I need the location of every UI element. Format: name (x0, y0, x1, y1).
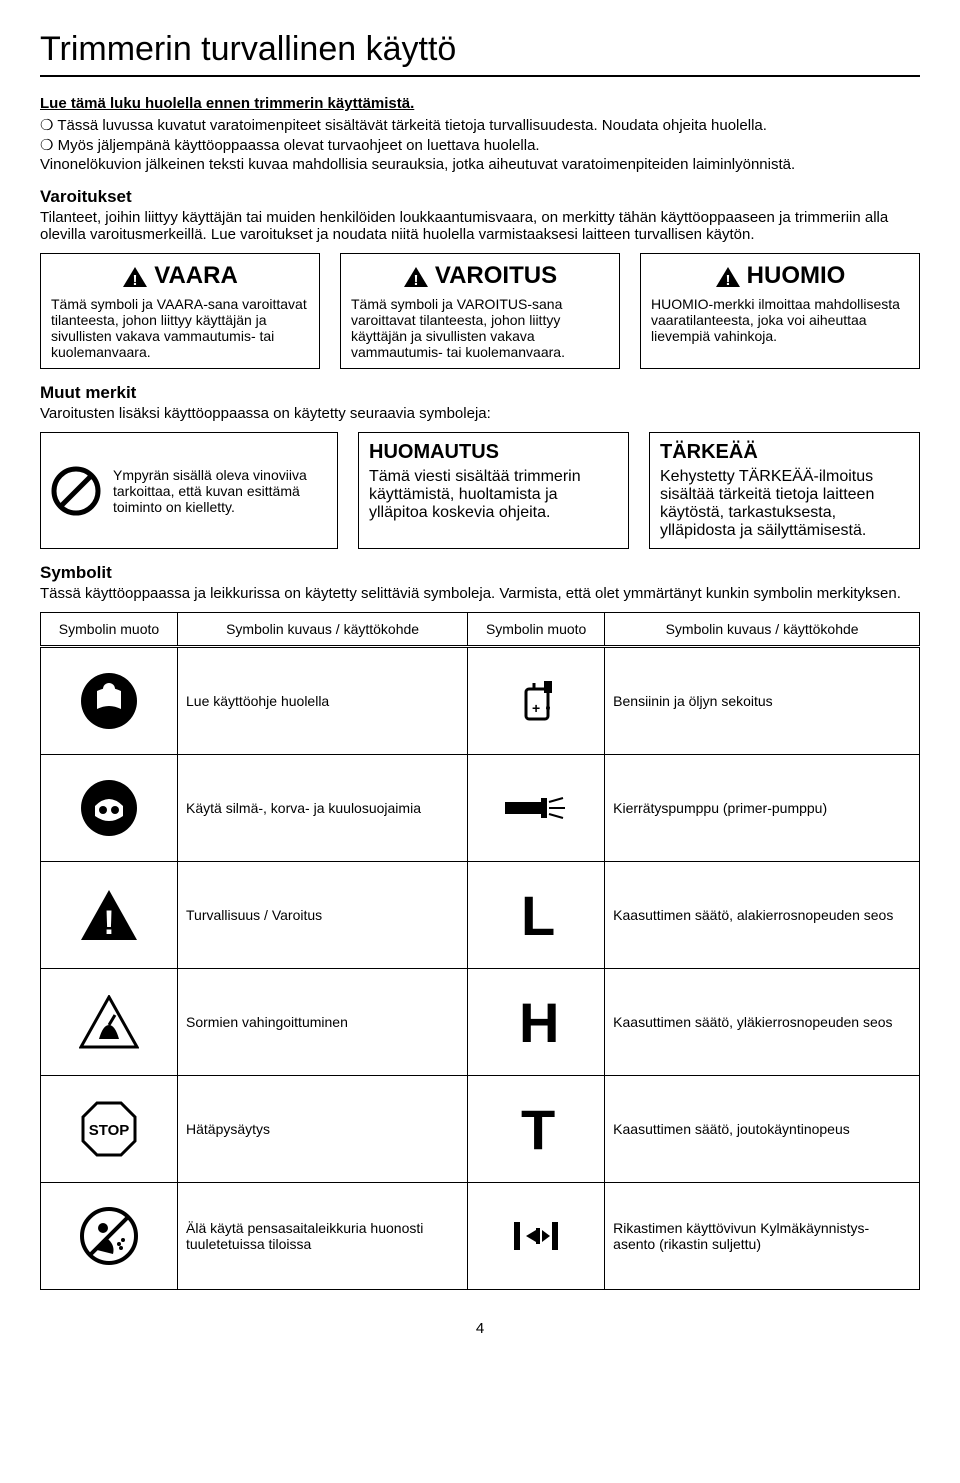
table-cell: Hätäpysäytys (178, 1076, 468, 1183)
col-desc-2: Symbolin kuvaus / käyttökohde (605, 613, 920, 647)
varoitukset-body: Tilanteet, joihin liittyy käyttäjän tai … (40, 209, 920, 243)
table-cell: Kaasuttimen säätö, alakierrosnopeuden se… (605, 862, 920, 969)
svg-text:+: + (532, 700, 540, 716)
table-cell: Sormien vahingoittuminen (178, 969, 468, 1076)
table-row: Sormien vahingoittuminen H Kaasuttimen s… (41, 969, 920, 1076)
warnbox-vaara: ! VAARA Tämä symboli ja VAARA-sana varoi… (40, 253, 320, 369)
letter-l-icon: L (468, 862, 605, 969)
tarkeaa-head: TÄRKEÄÄ (660, 441, 909, 464)
svg-text:L: L (521, 885, 555, 945)
table-cell: Älä käytä pensasaitaleikkuria huonosti t… (178, 1183, 468, 1290)
muut-sub: Varoitusten lisäksi käyttöoppaassa on kä… (40, 405, 920, 422)
warning-triangle-icon: ! (403, 266, 429, 288)
col-shape-1: Symbolin muoto (41, 613, 178, 647)
primer-pump-icon (468, 755, 605, 862)
table-cell: Kaasuttimen säätö, yläkierrosnopeuden se… (605, 969, 920, 1076)
table-cell: Rikastimen käyttövivun Kylmäkäynnistys-a… (605, 1183, 920, 1290)
huomautus-box: HUOMAUTUS Tämä viesti sisältää trimmerin… (358, 432, 629, 549)
table-cell: Bensiinin ja öljyn sekoitus (605, 647, 920, 755)
symbols-table: Symbolin muoto Symbolin kuvaus / käyttök… (40, 612, 920, 1290)
svg-text:!: ! (413, 272, 418, 288)
tarkeaa-box: TÄRKEÄÄ Kehystetty TÄRKEÄÄ-ilmoitus sisä… (649, 432, 920, 549)
warnbox-vaara-body: Tämä symboli ja VAARA-sana varoittavat t… (51, 296, 309, 360)
safety-warning-icon: ! (41, 862, 178, 969)
svg-text:H: H (519, 992, 559, 1052)
warnbox-huomio: ! HUOMIO HUOMIO-merkki ilmoittaa mahdoll… (640, 253, 920, 369)
intro-bullet-1: Tässä luvussa kuvatut varatoimenpiteet s… (40, 116, 920, 134)
svg-text:!: ! (725, 272, 730, 288)
svg-text:STOP: STOP (89, 1122, 130, 1139)
warning-triangle-icon: ! (122, 266, 148, 288)
table-row: Lue käyttöohje huolella + Bensiinin ja ö… (41, 647, 920, 755)
muut-row: Ympyrän sisällä oleva vinoviiva tarkoitt… (40, 432, 920, 549)
warnbox-varoitus-body: Tämä symboli ja VAROITUS-sana varoittava… (351, 296, 609, 360)
warning-triangle-icon: ! (715, 266, 741, 288)
svg-text:T: T (521, 1099, 555, 1159)
title-underline (40, 75, 920, 77)
finger-hazard-icon (41, 969, 178, 1076)
table-cell: Kierrätyspumppu (primer-pumppu) (605, 755, 920, 862)
intro-tail: Vinonelökuvion jälkeinen teksti kuvaa ma… (40, 156, 920, 173)
table-row: ! Turvallisuus / Varoitus L Kaasuttimen … (41, 862, 920, 969)
huomautus-head: HUOMAUTUS (369, 441, 618, 464)
symbolit-title: Symbolit (40, 563, 920, 583)
table-row: Käytä silmä-, korva- ja kuulosuojaimia K… (41, 755, 920, 862)
table-cell: Lue käyttöohje huolella (178, 647, 468, 755)
varoitukset-title: Varoitukset (40, 187, 920, 207)
table-cell: Käytä silmä-, korva- ja kuulosuojaimia (178, 755, 468, 862)
table-cell: Kaasuttimen säätö, joutokäyntinopeus (605, 1076, 920, 1183)
col-shape-2: Symbolin muoto (468, 613, 605, 647)
col-desc-1: Symbolin kuvaus / käyttökohde (178, 613, 468, 647)
intro-lead: Lue tämä luku huolella ennen trimmerin k… (40, 95, 920, 112)
warnbox-varoitus: ! VAROITUS Tämä symboli ja VAROITUS-sana… (340, 253, 620, 369)
table-row: Älä käytä pensasaitaleikkuria huonosti t… (41, 1183, 920, 1290)
stop-icon: STOP (41, 1076, 178, 1183)
page-number: 4 (40, 1320, 920, 1337)
prohibit-text: Ympyrän sisällä oleva vinoviiva tarkoitt… (113, 467, 329, 515)
fuel-mix-icon: + (468, 647, 605, 755)
warnbox-huomio-body: HUOMIO-merkki ilmoittaa mahdollisesta va… (651, 296, 909, 344)
no-indoor-use-icon (41, 1183, 178, 1290)
prohibit-box: Ympyrän sisällä oleva vinoviiva tarkoitt… (40, 432, 338, 549)
ppe-icon (41, 755, 178, 862)
letter-h-icon: H (468, 969, 605, 1076)
letter-t-icon: T (468, 1076, 605, 1183)
read-manual-icon (41, 647, 178, 755)
choke-closed-icon (468, 1183, 605, 1290)
warning-boxes-row: ! VAARA Tämä symboli ja VAARA-sana varoi… (40, 253, 920, 369)
table-row: STOP Hätäpysäytys T Kaasuttimen säätö, j… (41, 1076, 920, 1183)
huomautus-body: Tämä viesti sisältää trimmerin käyttämis… (369, 468, 618, 522)
symbolit-sub: Tässä käyttöoppaassa ja leikkurissa on k… (40, 585, 920, 602)
warnbox-vaara-head: ! VAARA (51, 262, 309, 290)
prohibit-icon (49, 464, 103, 518)
intro-bullet-2: Myös jäljempänä käyttöoppaassa olevat tu… (40, 136, 920, 154)
warnbox-huomio-head: ! HUOMIO (651, 262, 909, 290)
muut-title: Muut merkit (40, 383, 920, 403)
warnbox-varoitus-head: ! VAROITUS (351, 262, 609, 290)
tarkeaa-body: Kehystetty TÄRKEÄÄ-ilmoitus sisältää tär… (660, 468, 909, 540)
svg-text:!: ! (133, 272, 138, 288)
table-cell: Turvallisuus / Varoitus (178, 862, 468, 969)
page-title: Trimmerin turvallinen käyttö (40, 30, 920, 69)
svg-text:!: ! (103, 904, 114, 942)
